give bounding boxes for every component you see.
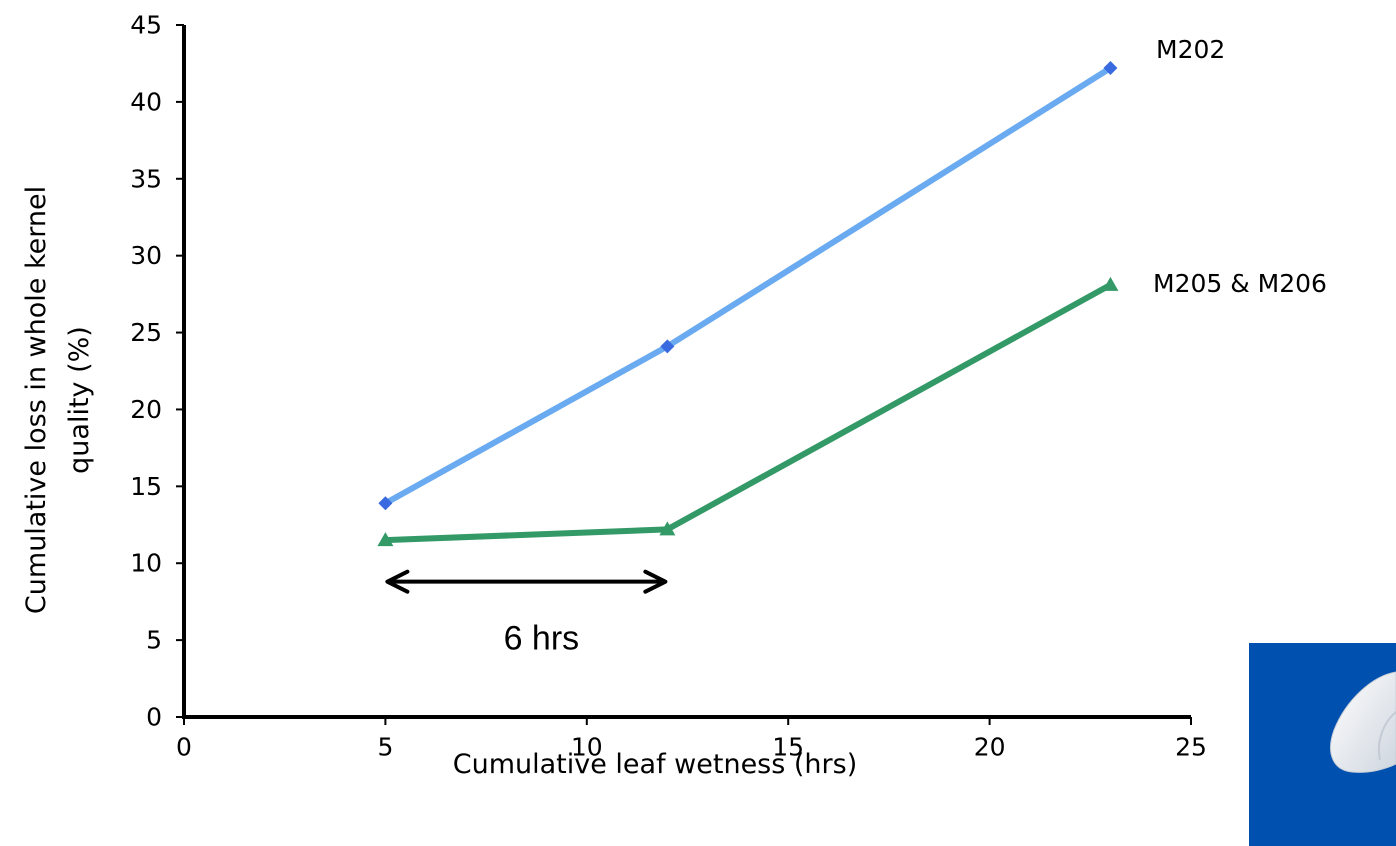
rice-kernel-groove [1378, 711, 1396, 761]
series-point-diamond [660, 339, 675, 354]
series-layer [377, 61, 1119, 547]
y-tick-label: 5 [146, 626, 162, 655]
x-tick-label: 0 [176, 733, 192, 762]
y-tick-label: 10 [130, 549, 162, 578]
y-axis-title-line-2: quality (%) [64, 326, 95, 474]
x-tick-label: 25 [1175, 733, 1207, 762]
series-label-m205-m206: M205 & M206 [1153, 269, 1327, 298]
series-point-triangle [377, 532, 394, 547]
series-point-diamond [1103, 61, 1118, 76]
series-line-1 [382, 281, 1114, 544]
x-tick-label: 20 [974, 733, 1006, 762]
y-tick-label: 0 [146, 703, 162, 732]
x-tick-label: 10 [571, 733, 603, 762]
x-tick-label: 5 [377, 733, 393, 762]
y-tick-label: 40 [130, 87, 162, 116]
annotation-text: 6 hrs [504, 620, 580, 658]
y-tick-label: 35 [130, 164, 162, 193]
y-ticks: 0 5 10 15 20 25 30 35 40 45 [130, 11, 184, 732]
rice-kernel-photo [1249, 643, 1396, 846]
y-tick-label: 25 [130, 318, 162, 347]
annotation-arrow-right-head [643, 569, 668, 594]
series-point-triangle [1102, 276, 1119, 291]
x-ticks: 0 5 10 15 20 25 [176, 717, 1207, 762]
annotation-arrow-left-head [385, 569, 410, 594]
series-point-triangle [659, 521, 676, 536]
y-axis-title-line-1: Cumulative loss in whole kernel [21, 186, 52, 614]
x-tick-label: 15 [772, 733, 804, 762]
series-line-0 [382, 65, 1114, 507]
series-point-diamond [378, 496, 393, 511]
series-label-m202: M202 [1156, 35, 1225, 64]
y-tick-label: 20 [130, 395, 162, 424]
y-tick-label: 45 [130, 11, 162, 40]
annotation-layer: 6 hrs [385, 569, 668, 658]
y-tick-label: 15 [130, 472, 162, 501]
y-tick-label: 30 [130, 241, 162, 270]
x-axis-title: Cumulative leaf wetness (hrs) [453, 749, 858, 780]
